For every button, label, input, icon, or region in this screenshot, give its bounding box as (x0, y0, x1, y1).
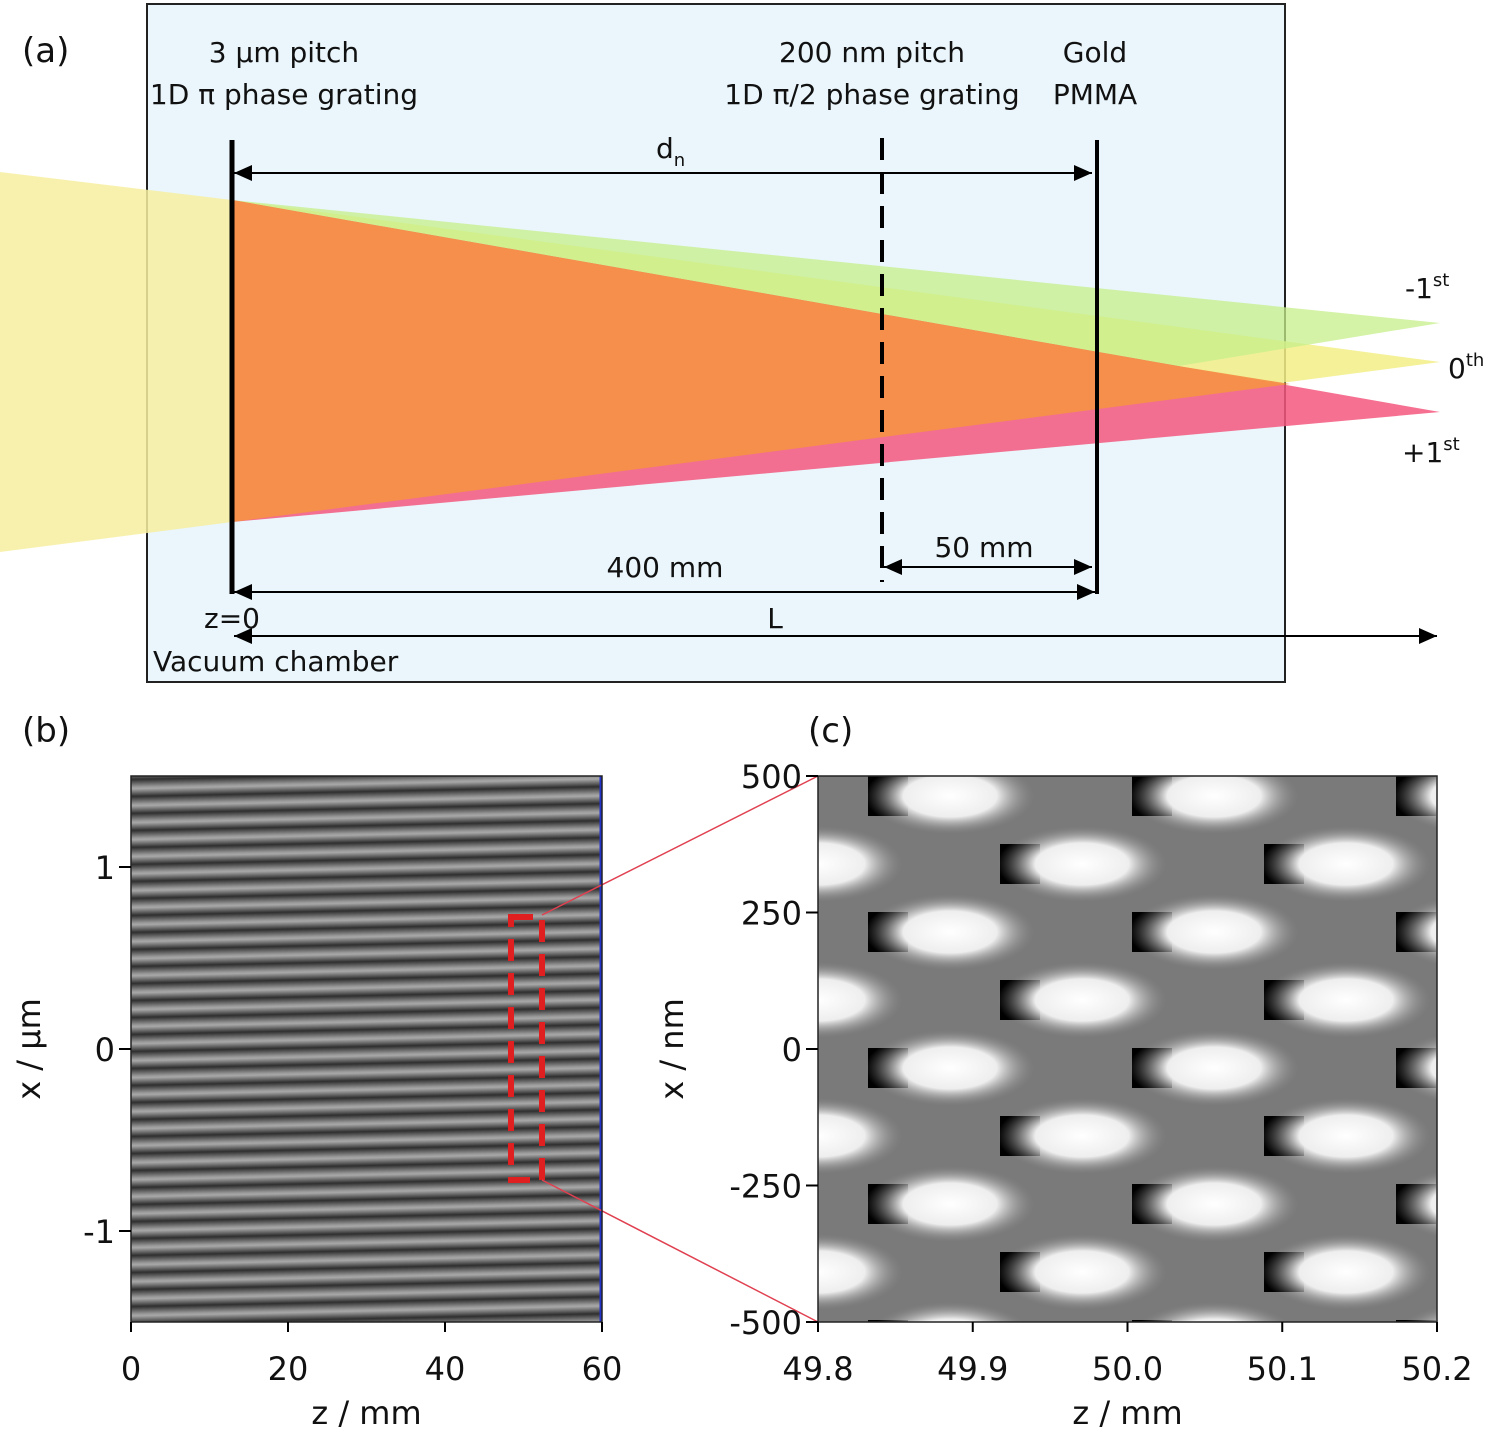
panel-label: (a) (22, 31, 69, 71)
text: st (1443, 434, 1459, 455)
x-axis-label: z / mm (1072, 1394, 1182, 1432)
x-tick-label: 40 (425, 1350, 466, 1388)
x-tick-label: 20 (268, 1350, 309, 1388)
zoom-line (541, 775, 819, 916)
text: th (1466, 350, 1484, 371)
order-label: 0th (1448, 350, 1484, 385)
order-label: -1st (1405, 270, 1449, 305)
x-tick-label: 49.8 (782, 1350, 853, 1388)
x-tick-label: 0 (121, 1350, 141, 1388)
x-tick-label: 50.1 (1247, 1350, 1318, 1388)
y-axis-label: x / μm (10, 998, 48, 1100)
y-tick-label: -1 (83, 1213, 115, 1251)
label: 200 nm pitch (779, 36, 965, 69)
label: 1D π phase grating (150, 78, 418, 111)
intensity-image (131, 776, 602, 1322)
y-tick-label: -250 (729, 1168, 802, 1206)
beam-overlap (232, 200, 1290, 522)
zoom-line (541, 1179, 819, 1323)
text: st (1433, 270, 1449, 291)
x-tick-label: 49.9 (937, 1350, 1008, 1388)
y-tick-label: 500 (741, 758, 802, 796)
text: -1 (1405, 272, 1433, 305)
label: L (767, 602, 783, 635)
label: 1D π/2 phase grating (724, 78, 1019, 111)
label: Gold (1063, 36, 1127, 69)
order-label: +1st (1402, 434, 1460, 469)
y-tick-label: 1 (95, 849, 115, 887)
panel-label: (c) (808, 711, 853, 751)
incident-beam (0, 172, 232, 552)
label: PMMA (1053, 78, 1137, 111)
label: 3 μm pitch (209, 36, 359, 69)
y-tick-label: 250 (741, 895, 802, 933)
y-tick-label: 0 (782, 1031, 802, 1069)
y-axis-label: x / nm (653, 998, 691, 1100)
text: +1 (1402, 436, 1443, 469)
text: d (656, 132, 674, 165)
text: 0 (1448, 352, 1466, 385)
x-axis-label: z / mm (311, 1394, 421, 1432)
label: 400 mm (607, 551, 724, 584)
y-tick-label: -500 (729, 1304, 802, 1342)
y-tick-label: 0 (95, 1031, 115, 1069)
panel-label: (b) (22, 711, 70, 751)
text: n (674, 150, 685, 171)
intensity-image (818, 776, 1437, 1322)
label: z=0 (204, 602, 260, 635)
x-tick-label: 50.2 (1401, 1350, 1472, 1388)
label: Vacuum chamber (153, 645, 399, 678)
x-tick-label: 60 (582, 1350, 623, 1388)
dn-label: dn (656, 132, 685, 171)
x-tick-label: 50.0 (1092, 1350, 1163, 1388)
zoom-box (508, 914, 545, 1183)
label: 50 mm (934, 531, 1033, 564)
